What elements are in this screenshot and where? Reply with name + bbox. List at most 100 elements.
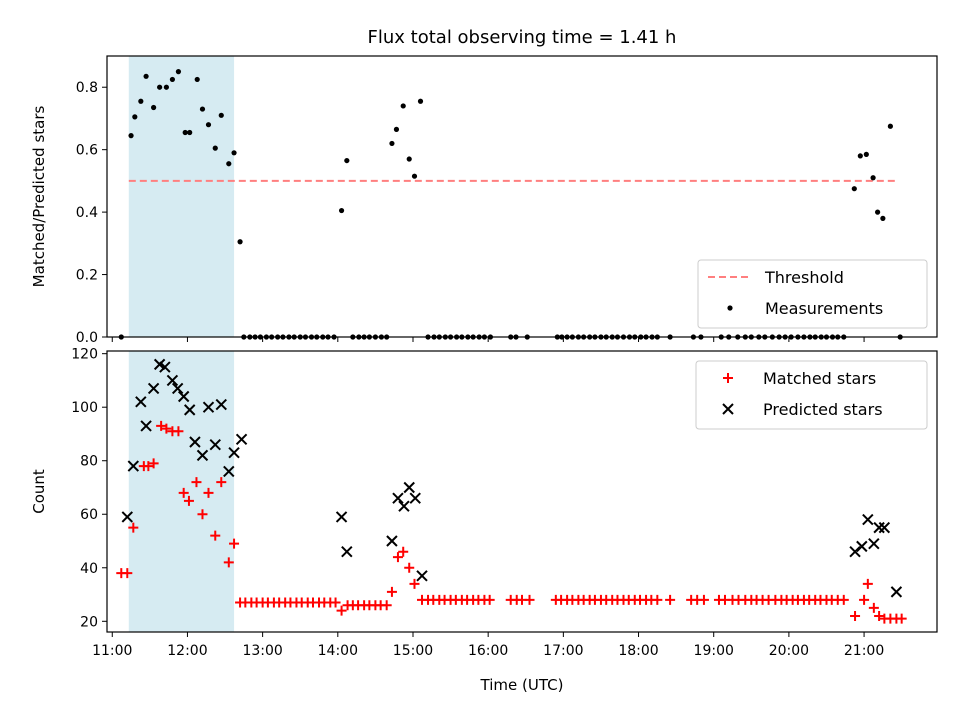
matched-star-point [173,426,184,437]
legend: Threshold Measurements [697,259,928,329]
measurement-point [138,98,144,104]
predicted-star-point [196,449,209,462]
legend-label: Matched stars [763,369,876,388]
predicted-star-point [878,521,891,534]
predicted-star-point [223,465,235,478]
matched-star-point [336,605,347,616]
axes-frame [106,350,938,633]
x-tick-label: 13:00 [242,643,282,659]
measurement-point [212,145,218,151]
matched-star-point [524,594,535,605]
y-tick-label: 80 [80,454,98,470]
matched-star-point [409,578,420,589]
x-tick-label: 19:00 [694,643,734,659]
predicted-star-point [209,438,221,451]
matched-star-point [197,509,208,520]
measurement-point [880,215,886,221]
legend-matched-swatch [723,373,733,383]
legend-measurement-swatch [727,305,733,311]
measurement-point [163,84,169,90]
matched-star-point [203,487,214,498]
y-tick-label: 0.0 [76,330,98,346]
y-tick-label: 0.6 [76,143,98,159]
measurement-point [205,122,212,128]
measurement-point [187,129,193,136]
matched-star-point [161,423,172,434]
matched-star-point [838,594,849,605]
predicted-star-point [392,492,404,504]
y-tick-label: 0.2 [76,268,98,284]
x-tick-label: 15:00 [393,643,433,659]
matched-star-point [210,530,221,541]
measurement-point [169,76,176,83]
measurement-point [851,186,857,192]
measurement-point [393,126,400,132]
matched-star-point [698,594,709,605]
matched-star-point [183,495,194,506]
matched-star-point [859,594,870,605]
predicted-star-point [341,546,353,558]
measurement-point [870,175,876,181]
top-panel-ratio: 0.0 0.2 0.4 0.6 0.8 Matched/Predicted stars Th… [30,55,938,346]
measurement-point [132,114,138,120]
matched-star-point [404,562,415,573]
legend-label: Predicted stars [763,400,883,419]
measurement-point [411,173,418,179]
measurement-point [857,153,863,159]
measurement-point [863,151,869,157]
measurement-point [175,69,182,75]
predicted-star-point [202,401,215,413]
legend-predicted-swatch [722,403,734,415]
x-tick-label: 12:00 [167,643,207,659]
predicted-star-point [416,570,428,582]
matched-star-point [862,578,873,589]
matched-star-point [874,610,885,621]
chart-title: Flux total observing time = 1.41 h [368,27,677,48]
matched-star-point [868,602,879,613]
x-tick-label: 18:00 [618,643,658,659]
matched-star-point [896,613,907,624]
legend-label: Threshold [764,268,844,287]
y-axis-label: Matched/Predicted stars [30,106,48,288]
matched-star-point [398,546,409,557]
measurement-point [887,123,893,129]
predicted-star-point [235,433,248,446]
x-tick-label: 11:00 [92,643,132,659]
matched-star-point [484,594,495,605]
matched-star-point [330,597,341,608]
predicted-star-point [166,374,179,387]
legend-box [697,259,928,329]
matched-star-point [229,538,240,549]
measurement-point [218,112,224,118]
x-tick-label: 21:00 [844,643,884,659]
measurement-point [157,84,163,90]
predicted-star-point [140,420,152,432]
legend-box [695,360,928,430]
legend: Matched stars Predicted stars [695,360,928,430]
measurement-point [875,209,881,215]
predicted-star-point [228,446,240,459]
predicted-star-point [121,511,134,523]
measurement-point [151,104,157,111]
predicted-star-point [215,398,227,411]
measurement-point [231,150,237,156]
predicted-star-point [135,396,147,408]
measurement-point [182,129,188,136]
measurement-point [389,140,395,147]
matched-star-point [122,568,133,579]
predicted-star-point [856,540,868,553]
measurement-point [237,239,243,245]
predicted-star-point [409,492,421,504]
matched-star-point [381,600,392,611]
y-tick-label: 100 [71,400,98,416]
predicted-star-point [159,361,171,373]
predicted-star-point [177,390,190,403]
matched-star-point [392,552,403,563]
predicted-star-point [386,535,398,547]
measurement-point [417,98,424,104]
legend-label: Measurements [765,299,883,318]
predicted-star-point [868,537,880,550]
matched-star-point [128,522,139,533]
predicted-star-point [862,513,874,526]
